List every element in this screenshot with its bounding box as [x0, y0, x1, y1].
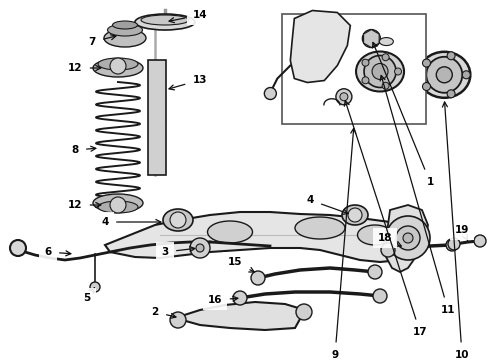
- Circle shape: [368, 265, 382, 279]
- Circle shape: [422, 59, 431, 67]
- Circle shape: [296, 304, 312, 320]
- Text: 8: 8: [72, 145, 96, 155]
- Text: 12: 12: [68, 63, 101, 73]
- Circle shape: [382, 54, 389, 61]
- Circle shape: [363, 30, 380, 48]
- Circle shape: [474, 235, 486, 247]
- Text: 16: 16: [208, 295, 238, 305]
- Ellipse shape: [342, 205, 368, 225]
- Ellipse shape: [207, 221, 252, 243]
- Text: 10: 10: [442, 102, 469, 360]
- Circle shape: [372, 63, 388, 80]
- Text: 15: 15: [228, 257, 254, 272]
- Circle shape: [403, 233, 413, 243]
- Text: 2: 2: [151, 307, 176, 318]
- Text: 6: 6: [45, 247, 71, 257]
- Text: 3: 3: [161, 247, 195, 257]
- Text: 7: 7: [88, 35, 116, 47]
- Circle shape: [190, 238, 210, 258]
- Text: 4: 4: [101, 217, 161, 227]
- Text: 18: 18: [378, 233, 401, 246]
- Polygon shape: [175, 302, 305, 330]
- Ellipse shape: [141, 15, 189, 25]
- Circle shape: [373, 289, 387, 303]
- Ellipse shape: [107, 24, 143, 36]
- Circle shape: [251, 271, 265, 285]
- Circle shape: [448, 238, 460, 250]
- Ellipse shape: [358, 225, 392, 245]
- Polygon shape: [364, 30, 379, 48]
- Circle shape: [447, 90, 455, 98]
- Ellipse shape: [104, 29, 146, 47]
- Circle shape: [10, 240, 26, 256]
- Circle shape: [381, 243, 395, 257]
- Polygon shape: [291, 10, 350, 82]
- Text: 14: 14: [169, 10, 207, 23]
- Circle shape: [336, 89, 352, 105]
- Circle shape: [348, 208, 362, 222]
- Circle shape: [364, 55, 396, 87]
- Circle shape: [396, 226, 420, 250]
- Text: 1: 1: [372, 42, 434, 187]
- Text: 17: 17: [344, 101, 427, 337]
- Circle shape: [196, 244, 204, 252]
- Circle shape: [382, 82, 389, 89]
- Circle shape: [264, 87, 276, 99]
- Circle shape: [110, 58, 126, 74]
- Text: 11: 11: [380, 76, 455, 315]
- Ellipse shape: [295, 217, 345, 239]
- Bar: [282, 14, 426, 124]
- Ellipse shape: [113, 21, 138, 29]
- Text: 4: 4: [306, 195, 348, 214]
- Circle shape: [447, 52, 455, 60]
- Ellipse shape: [93, 59, 143, 77]
- Text: 5: 5: [83, 288, 95, 303]
- Text: 13: 13: [169, 75, 207, 90]
- Polygon shape: [105, 212, 420, 262]
- Ellipse shape: [163, 209, 193, 231]
- Circle shape: [362, 77, 369, 84]
- Ellipse shape: [98, 201, 138, 213]
- Text: 19: 19: [455, 225, 469, 240]
- Circle shape: [110, 197, 126, 213]
- Ellipse shape: [98, 58, 138, 70]
- Circle shape: [394, 68, 401, 75]
- Circle shape: [340, 93, 348, 101]
- Circle shape: [462, 71, 470, 79]
- Ellipse shape: [418, 52, 470, 98]
- Ellipse shape: [135, 14, 195, 30]
- Ellipse shape: [93, 194, 143, 212]
- Text: 12: 12: [68, 200, 101, 210]
- Ellipse shape: [356, 51, 404, 91]
- Circle shape: [170, 212, 186, 228]
- Circle shape: [90, 282, 100, 292]
- Circle shape: [446, 239, 458, 251]
- Ellipse shape: [379, 37, 393, 46]
- Text: 9: 9: [331, 129, 356, 360]
- Polygon shape: [384, 205, 428, 272]
- Circle shape: [386, 216, 430, 260]
- Circle shape: [436, 67, 452, 83]
- Circle shape: [233, 291, 247, 305]
- Bar: [148, 60, 166, 175]
- Circle shape: [422, 82, 431, 91]
- Circle shape: [426, 57, 462, 93]
- Circle shape: [362, 59, 369, 66]
- Circle shape: [170, 312, 186, 328]
